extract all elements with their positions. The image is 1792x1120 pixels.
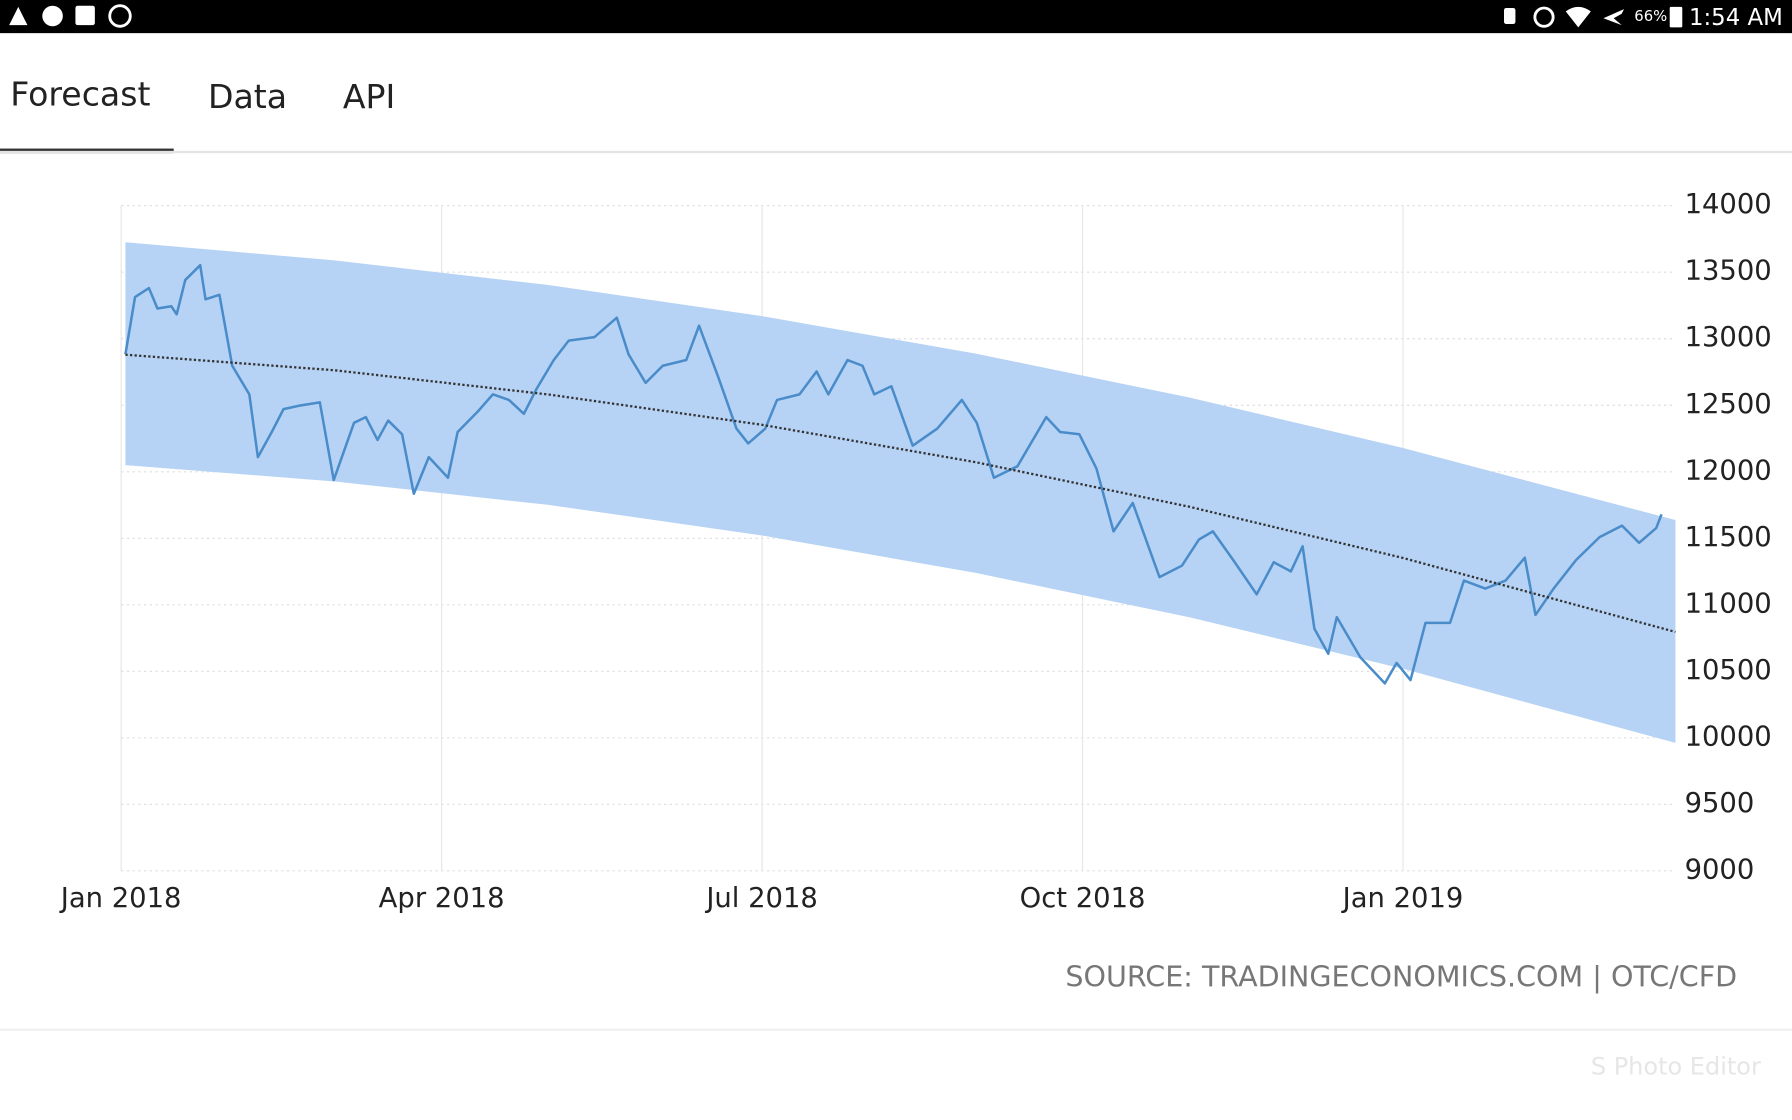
y-tick-label: 9500 [1685, 788, 1755, 819]
y-tick-label: 10500 [1685, 655, 1772, 686]
x-tick-label: Jul 2018 [704, 883, 818, 914]
status-icons [9, 4, 1683, 28]
price-line [124, 263, 1663, 685]
alert-icon [9, 6, 28, 26]
watermark: S Photo Editor [1591, 1052, 1761, 1080]
y-tick-label: 13000 [1685, 322, 1772, 353]
tab-data[interactable]: Data [208, 77, 287, 116]
pinterest-icon [42, 5, 63, 27]
y-tick-label: 12500 [1685, 389, 1772, 420]
tab-divider [0, 150, 1792, 154]
bluetooth-icon [1504, 8, 1516, 24]
y-tick-label: 10000 [1685, 721, 1772, 752]
source-note: SOURCE: TRADINGECONOMICS.COM | OTC/CFD [1065, 959, 1737, 993]
x-tick-label: Jan 2018 [59, 883, 182, 914]
y-tick-label: 11500 [1685, 522, 1772, 553]
tab-forecast[interactable]: Forecast [10, 75, 150, 114]
airplane-icon [1603, 9, 1624, 26]
wifi-icon [1565, 6, 1591, 28]
x-tick-label: Apr 2018 [379, 883, 505, 914]
x-tick-label: Oct 2018 [1020, 883, 1146, 914]
y-tick-label: 9000 [1685, 854, 1755, 885]
forecast-band [125, 242, 1676, 743]
tab-api[interactable]: API [343, 77, 395, 116]
x-tick-label: Jan 2019 [1341, 883, 1464, 914]
gallery-icon [75, 5, 95, 26]
y-tick-label: 13500 [1685, 256, 1772, 287]
sync-icon [108, 4, 132, 28]
footer-divider [0, 1028, 1792, 1031]
clock: 1:54 AM [1689, 5, 1783, 31]
y-tick-label: 12000 [1685, 455, 1772, 486]
battery-level: 66% [1634, 7, 1667, 25]
trend-line [125, 353, 1676, 634]
y-tick-label: 11000 [1685, 588, 1772, 619]
y-tick-label: 14000 [1685, 189, 1772, 220]
chart: 9000 9500 10000 10500 11000 11500 12000 12500 13… [59, 189, 1772, 914]
status-bar [0, 0, 1792, 34]
alarm-icon [1533, 6, 1555, 28]
battery-icon [1669, 6, 1683, 28]
